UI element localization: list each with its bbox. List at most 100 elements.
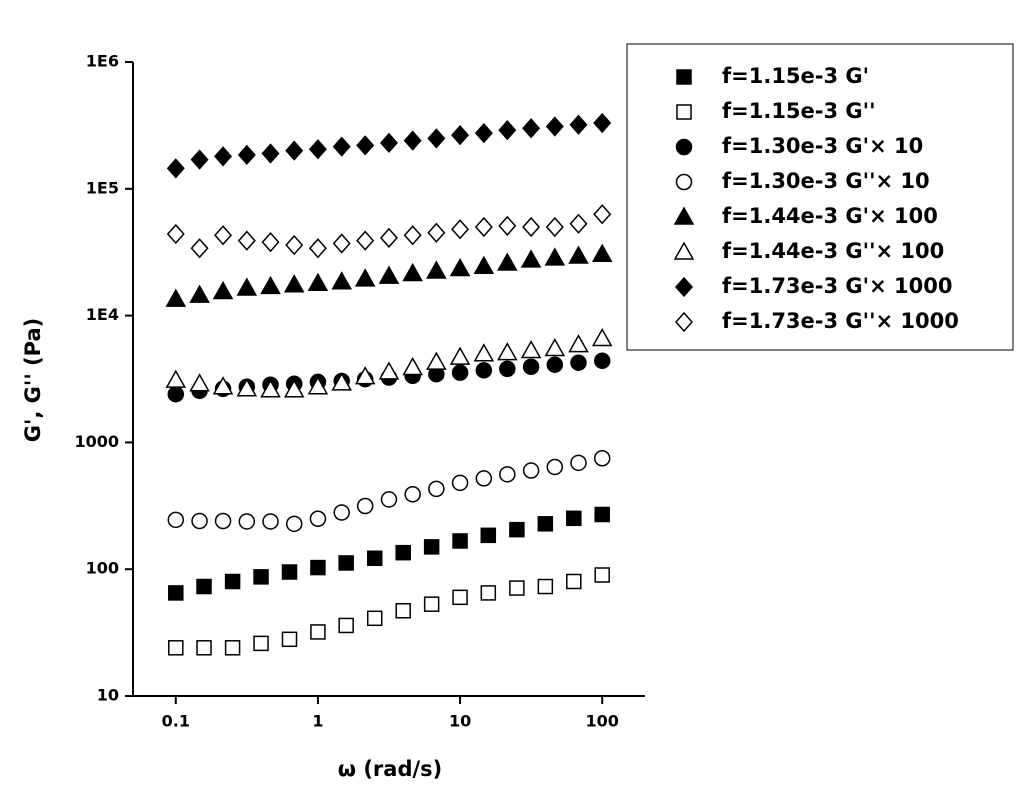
marker-circle	[499, 466, 516, 483]
marker-triangle	[212, 280, 234, 300]
marker-diamond	[285, 234, 304, 256]
marker-diamond	[214, 225, 233, 246]
marker-circle	[428, 480, 445, 498]
marker-triangle	[331, 372, 352, 391]
marker-diamond	[522, 216, 541, 238]
marker-square	[366, 610, 383, 627]
marker-circle	[380, 491, 398, 508]
marker-circle	[570, 354, 587, 371]
marker-circle	[285, 515, 303, 533]
marker-circle	[238, 513, 256, 530]
marker-triangle	[236, 277, 258, 296]
x-tick-label: 100	[586, 712, 619, 731]
marker-circle	[522, 462, 540, 479]
x-tick-label: 0.1	[162, 712, 190, 731]
y-tick-label: 1000	[74, 432, 119, 451]
marker-square	[310, 624, 326, 640]
marker-square	[168, 640, 184, 656]
marker-diamond	[545, 216, 564, 238]
legend-label: f=1.44e-3 G''× 100	[722, 239, 944, 263]
marker-circle	[167, 385, 185, 403]
marker-triangle	[165, 288, 187, 307]
marker-triangle	[426, 260, 447, 279]
marker-square	[566, 510, 582, 527]
marker-diamond	[332, 136, 351, 157]
marker-diamond	[593, 204, 612, 225]
marker-circle	[522, 358, 540, 376]
legend-marker	[676, 104, 692, 120]
marker-square	[594, 567, 610, 583]
marker-diamond	[190, 149, 209, 170]
marker-triangle	[189, 284, 210, 303]
marker-square	[224, 640, 241, 656]
marker-diamond	[356, 230, 375, 251]
legend-label: f=1.30e-3 G'× 10	[722, 134, 923, 158]
y-tick-label: 10	[97, 686, 119, 705]
marker-square	[480, 527, 497, 544]
marker-circle	[333, 504, 350, 521]
marker-diamond	[308, 238, 327, 259]
marker-diamond	[498, 120, 517, 141]
marker-circle	[451, 364, 469, 381]
y-tick-label: 1E6	[86, 52, 119, 71]
x-tick-label: 10	[449, 712, 471, 731]
y-tick-label: 100	[86, 559, 119, 578]
legend-label: f=1.73e-3 G''× 1000	[722, 309, 959, 333]
marker-triangle	[591, 243, 613, 262]
y-axis-label: G', G'' (Pa)	[21, 318, 45, 443]
marker-triangle	[212, 376, 234, 395]
marker-triangle	[283, 274, 305, 293]
marker-square	[253, 635, 269, 652]
marker-diamond	[593, 112, 612, 134]
marker-triangle	[473, 343, 495, 362]
marker-diamond	[522, 118, 541, 139]
marker-triangle	[165, 369, 187, 388]
marker-triangle	[402, 262, 423, 282]
marker-circle	[593, 352, 611, 370]
marker-diamond	[356, 135, 375, 156]
marker-square	[338, 617, 354, 634]
marker-circle	[167, 511, 185, 529]
marker-triangle	[331, 271, 352, 290]
marker-triangle	[426, 351, 447, 370]
marker-circle	[404, 486, 421, 503]
marker-triangle	[473, 255, 495, 275]
x-tick-label: 1	[312, 712, 323, 731]
legend-marker	[673, 206, 695, 225]
marker-triangle	[189, 373, 210, 392]
y-tick-label: 1E4	[86, 305, 119, 324]
legend-box	[626, 43, 1014, 351]
marker-square	[366, 550, 383, 566]
legend-marker	[673, 241, 695, 260]
marker-triangle	[354, 268, 376, 287]
marker-square	[480, 585, 497, 601]
marker-diamond	[166, 223, 185, 245]
marker-diamond	[166, 158, 185, 179]
marker-diamond	[569, 213, 588, 234]
marker-diamond	[403, 130, 422, 151]
marker-square	[423, 539, 440, 555]
marker-circle	[593, 449, 611, 467]
marker-triangle	[307, 376, 329, 395]
marker-square	[168, 585, 184, 601]
marker-square	[395, 544, 411, 561]
legend-marker	[676, 69, 692, 85]
marker-circle	[499, 360, 516, 378]
marker-square	[224, 573, 241, 590]
marker-triangle	[449, 346, 471, 365]
marker-diamond	[332, 233, 351, 254]
marker-circle	[475, 470, 493, 487]
marker-diamond	[427, 222, 446, 243]
marker-diamond	[237, 144, 256, 166]
marker-diamond	[261, 143, 280, 164]
marker-circle	[309, 510, 327, 527]
marker-diamond	[474, 216, 493, 238]
marker-triangle	[520, 249, 542, 268]
marker-circle	[191, 512, 208, 530]
marker-square	[196, 640, 212, 656]
marker-diamond	[308, 139, 327, 160]
marker-square	[594, 506, 610, 523]
marker-triangle	[354, 366, 376, 385]
legend-marker	[674, 276, 694, 298]
